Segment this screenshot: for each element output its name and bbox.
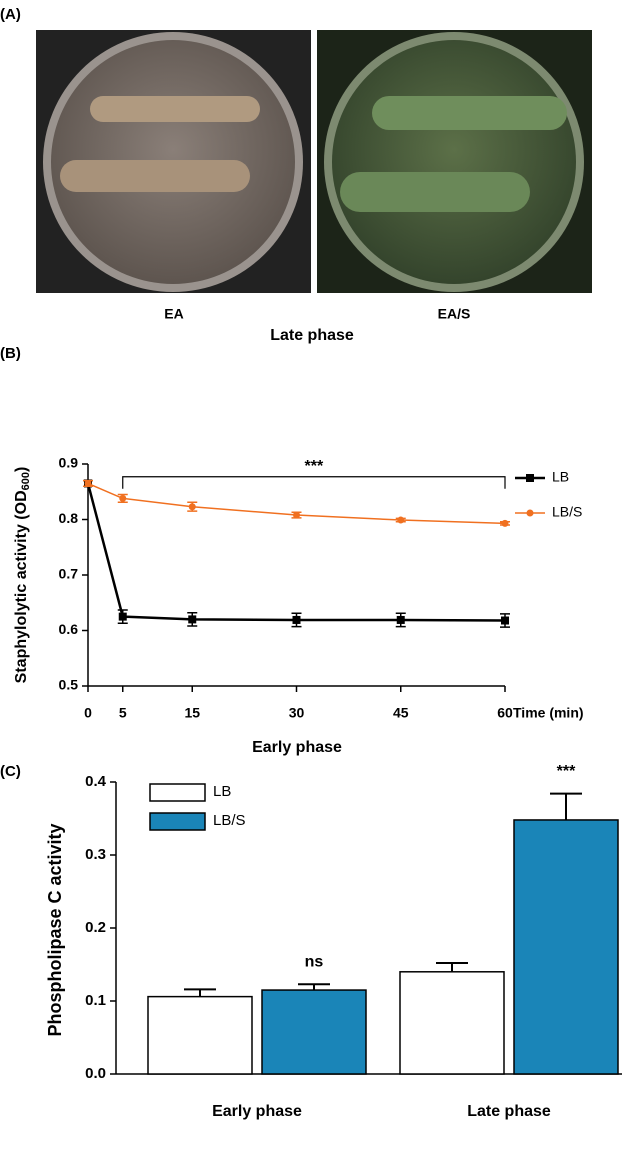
- y-tick-label: 0.1: [85, 992, 106, 1009]
- marker: [84, 479, 92, 487]
- y-axis-label-sub: 600: [20, 472, 32, 490]
- bar: [261, 989, 367, 1075]
- annotation: ns: [305, 953, 324, 970]
- x-tick-label: 15: [184, 705, 200, 721]
- annotation: ***: [305, 458, 324, 475]
- streak: [60, 160, 250, 192]
- y-tick-label: 0.8: [59, 510, 79, 526]
- streak: [340, 172, 530, 212]
- legend-label: LB/S: [213, 812, 246, 829]
- y-axis-label: Staphylolytic activity (OD600): [13, 467, 32, 684]
- marker: [293, 511, 300, 519]
- marker: [397, 516, 405, 524]
- y-tick-label: 0.6: [59, 621, 79, 637]
- error-bar: [298, 983, 330, 991]
- x-tick-label: Early phase: [212, 1103, 302, 1120]
- y-axis-label: Phospholipase C activity: [45, 823, 65, 1036]
- panel-label: (A): [0, 6, 21, 23]
- legend-label: LB: [213, 783, 231, 800]
- series-line: [86, 483, 506, 622]
- marker: [188, 615, 197, 624]
- marker: [118, 612, 127, 621]
- y-tick-label: 0.0: [85, 1065, 106, 1082]
- error-bar: [184, 988, 216, 997]
- error-bar: [436, 962, 468, 972]
- x-tick-label: 30: [289, 705, 305, 721]
- y-tick-label: 0.5: [59, 677, 79, 693]
- bar: [399, 971, 505, 1075]
- marker: [119, 494, 127, 502]
- panel-label: (C): [0, 763, 21, 780]
- y-tick-label: 0.2: [85, 919, 106, 936]
- marker: [501, 519, 509, 527]
- y-tick-label: 0.7: [59, 566, 79, 582]
- y-axis-label-main: Staphylolytic activity (OD: [13, 490, 30, 683]
- streak: [90, 96, 260, 122]
- x-tick-label: 0: [84, 705, 92, 721]
- legend-marker: [526, 474, 534, 482]
- legend-label: LB/S: [552, 504, 582, 520]
- marker: [396, 615, 405, 624]
- x-tick-label: Late phase: [467, 1103, 551, 1120]
- marker: [188, 503, 196, 511]
- legend-marker: [526, 509, 534, 517]
- y-tick-label: 0.3: [85, 846, 106, 863]
- image-label: EA/S: [438, 306, 471, 322]
- panel-label: (B): [0, 345, 21, 362]
- y-tick-label: 0.4: [85, 773, 107, 790]
- x-tick-label: 45: [393, 705, 409, 721]
- significance-bracket: [122, 476, 506, 489]
- legend-swatch: [149, 783, 206, 802]
- caption: Early phase: [252, 739, 342, 756]
- annotation: ***: [557, 763, 576, 780]
- legend-label: LB: [552, 469, 569, 485]
- y-tick-label: 0.9: [59, 455, 79, 471]
- legend-swatch: [149, 812, 206, 831]
- bar: [147, 995, 253, 1075]
- agar: [332, 40, 576, 284]
- error-bar: [550, 792, 582, 820]
- streak: [372, 96, 567, 130]
- bar: [513, 819, 619, 1075]
- marker: [501, 616, 509, 625]
- image-label: EA: [164, 306, 183, 322]
- y-axis-label-end: ): [13, 467, 30, 472]
- x-axis-label: Time (min): [513, 705, 584, 721]
- marker: [292, 615, 301, 624]
- x-tick-label: 5: [119, 705, 127, 721]
- caption: Late phase: [270, 327, 354, 344]
- series-line: [87, 482, 506, 525]
- x-tick-label: 60: [497, 705, 513, 721]
